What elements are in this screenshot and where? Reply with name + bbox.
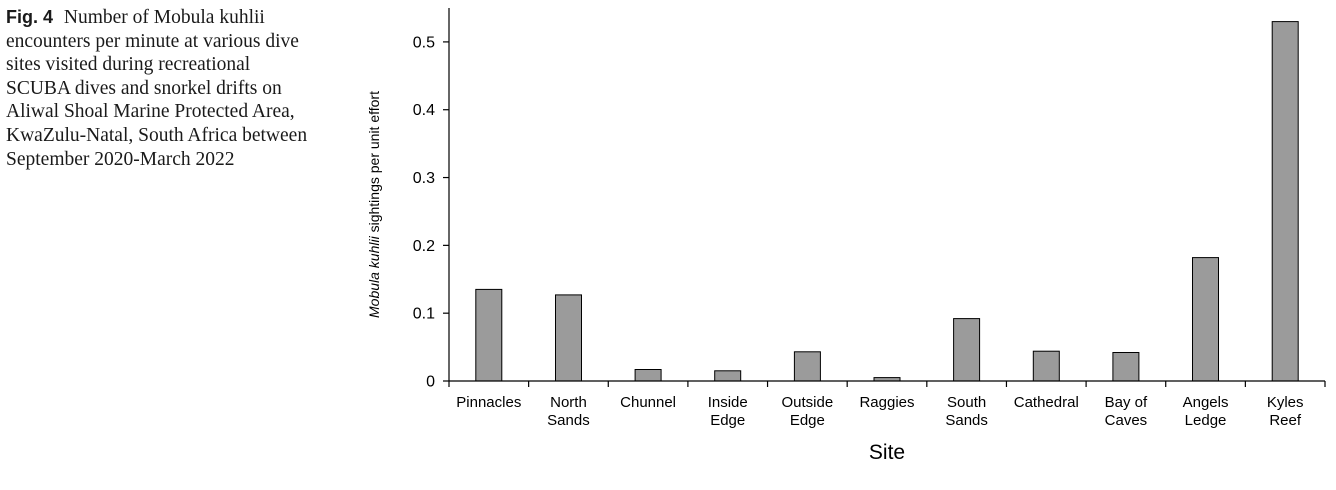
- bar-pinnacles: [475, 288, 503, 382]
- x-tick-label: Bay of Caves: [1105, 394, 1148, 429]
- bar-kyles-reef: [1271, 21, 1299, 382]
- figure-label: Fig. 4: [6, 7, 54, 27]
- y-axis-title-italic: Mobula kuhlii: [366, 235, 382, 318]
- x-tick-label: South Sands: [945, 394, 988, 429]
- y-axis-title-rest: sightings per unit effort: [366, 91, 382, 236]
- bar-inside-edge: [714, 370, 742, 382]
- x-axis: Pinnacles North Sands Chunnel Inside Edge Outs…: [448, 380, 1326, 429]
- y-tick-label: 0.2: [413, 238, 435, 255]
- x-tick-label: Pinnacles: [456, 394, 521, 411]
- x-tick-label: Outside Edge: [782, 394, 834, 429]
- y-tick-label: 0.4: [413, 102, 435, 119]
- y-tick-label: 0: [426, 374, 435, 391]
- bar-angels-ledge: [1192, 257, 1219, 382]
- x-tick-label: Chunnel: [620, 394, 676, 411]
- bars-group: [475, 21, 1299, 382]
- bar-south-sands: [953, 318, 981, 382]
- bar-chunnel: [634, 369, 662, 382]
- y-tick-label: 0.3: [413, 170, 435, 187]
- figure-caption: Fig. 4 Number of Mobula kuhlii encounter…: [6, 6, 318, 171]
- y-tick-label: 0.5: [413, 34, 435, 51]
- bar-outside-edge: [793, 351, 821, 382]
- bar-north-sands: [555, 294, 582, 382]
- bar-bay-of-caves: [1112, 352, 1140, 382]
- bar-cathedral: [1032, 350, 1060, 382]
- x-tick-label: Cathedral: [1014, 394, 1079, 411]
- x-axis-title: Site: [869, 441, 905, 464]
- x-tick-label: Raggies: [859, 394, 914, 411]
- y-tick-label: 0.1: [413, 306, 435, 323]
- figure-caption-text: Number of Mobula kuhlii encounters per m…: [6, 7, 308, 170]
- y-axis: 0 0.1 0.2 0.3 0.4 0.5: [413, 8, 450, 391]
- y-axis-title: Mobula kuhlii sightings per unit effort: [366, 91, 382, 318]
- x-tick-label: Angels Ledge: [1183, 394, 1229, 429]
- x-tick-label: Kyles Reef: [1267, 394, 1304, 429]
- x-tick-label: North Sands: [547, 394, 590, 429]
- x-tick-label: Inside Edge: [708, 394, 748, 429]
